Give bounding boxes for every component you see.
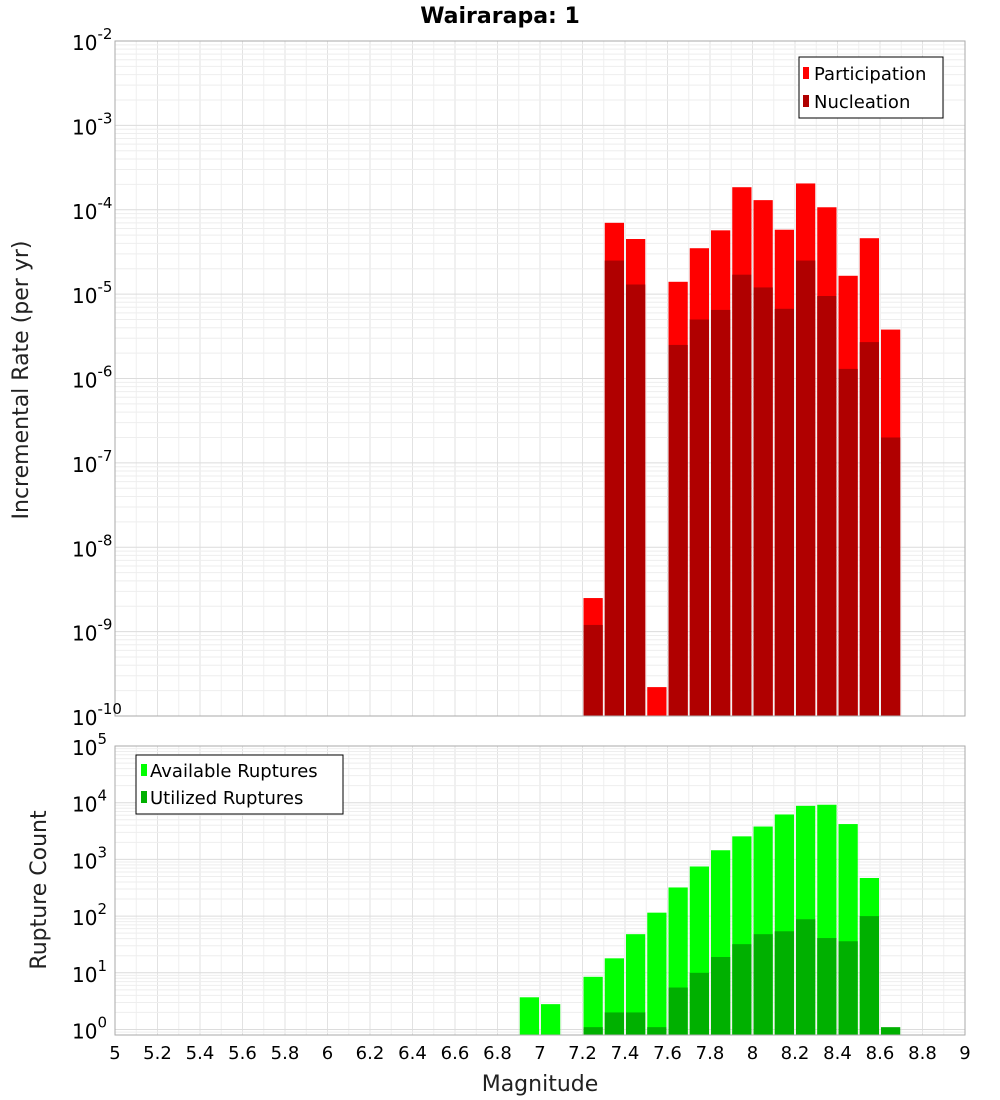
bar-utilized-ruptures [817, 938, 837, 1035]
bar-nucleation [689, 319, 709, 716]
x-tick-label: 6.4 [398, 1043, 427, 1064]
x-tick-label: 6 [322, 1043, 333, 1064]
top-y-tick-label: 10-4 [72, 194, 112, 224]
bar-nucleation [774, 308, 794, 716]
bottom-y-tick-label: 105 [72, 730, 107, 760]
bar-utilized-ruptures [626, 1012, 646, 1035]
bottom-legend: Available Ruptures Utilized Ruptures [135, 754, 344, 815]
bar-utilized-ruptures [604, 1012, 624, 1035]
bar-available-ruptures [583, 976, 603, 1035]
top-y-tick-label: 10-9 [72, 616, 112, 646]
x-tick-label: 5.8 [271, 1043, 300, 1064]
bar-nucleation [732, 274, 752, 716]
bar-available-ruptures [626, 934, 646, 1035]
top-bars [583, 183, 901, 717]
bottom-y-tick-label: 100 [72, 1014, 107, 1044]
x-tick-label: 6.6 [441, 1043, 470, 1064]
bottom-bars [519, 804, 901, 1035]
bar-available-ruptures [541, 1004, 561, 1035]
bar-utilized-ruptures [583, 1027, 603, 1035]
top-y-tick-label: 10-8 [72, 531, 112, 561]
bar-nucleation [583, 624, 603, 716]
bottom-y-tick-label: 102 [72, 900, 107, 930]
x-axis-title: Magnitude [482, 1072, 599, 1097]
top-y-tick-label: 10-2 [72, 25, 112, 55]
bar-nucleation [711, 309, 731, 716]
bottom-legend-box [135, 754, 344, 815]
bar-nucleation [753, 287, 773, 716]
bar-nucleation [817, 296, 837, 716]
bar-utilized-ruptures [647, 1027, 667, 1035]
top-legend-box [798, 56, 944, 119]
x-tick-label: 5.6 [228, 1043, 257, 1064]
bar-utilized-ruptures [881, 1027, 901, 1035]
x-tick-label: 8.8 [908, 1043, 937, 1064]
bar-utilized-ruptures [668, 987, 688, 1035]
x-tick-label: 6.2 [356, 1043, 385, 1064]
x-tick-label: 7.8 [696, 1043, 725, 1064]
legend-swatch-nucleation [803, 95, 809, 107]
bar-nucleation [626, 284, 646, 716]
top-y-tick-label: 10-10 [72, 700, 122, 730]
bar-utilized-ruptures [753, 934, 773, 1035]
top-y-tick-label: 10-7 [72, 447, 112, 477]
bar-nucleation [838, 368, 858, 716]
bar-nucleation [859, 342, 879, 716]
x-tick-label: 7.2 [568, 1043, 597, 1064]
bar-utilized-ruptures [774, 931, 794, 1035]
bar-utilized-ruptures [711, 956, 731, 1035]
bar-utilized-ruptures [732, 944, 752, 1035]
top-y-tick-label: 10-3 [72, 109, 112, 139]
bar-nucleation [668, 344, 688, 716]
bottom-panel: 100 101 102 103 104 105 5 5.2 5.4 5.6 5.8 6 6.2 6.4 6… [27, 730, 971, 1097]
bar-nucleation [604, 260, 624, 716]
bottom-y-tick-labels: 100 101 102 103 104 105 [72, 730, 107, 1044]
x-tick-label: 7.4 [611, 1043, 640, 1064]
legend-label-available: Available Ruptures [150, 761, 318, 782]
legend-swatch-utilized [141, 791, 147, 803]
bar-available-ruptures [647, 912, 667, 1035]
x-tick-label: 5.2 [143, 1043, 172, 1064]
top-gridlines [114, 40, 966, 717]
bar-utilized-ruptures [796, 919, 816, 1035]
x-tick-label: 7.6 [653, 1043, 682, 1064]
x-tick-label: 6.8 [483, 1043, 512, 1064]
top-y-tick-labels: 10-10 10-9 10-8 10-7 10-6 10-5 10-4 10-3 10-2 [72, 25, 122, 730]
x-tick-labels: 5 5.2 5.4 5.6 5.8 6 6.2 6.4 6.6 6.8 7 7.2 7.4 7.6 7.8 8… [109, 1043, 970, 1064]
bar-utilized-ruptures [838, 941, 858, 1035]
bar-utilized-ruptures [689, 972, 709, 1035]
top-y-tick-label: 10-5 [72, 278, 112, 308]
bottom-y-tick-label: 104 [72, 787, 107, 817]
bar-participation [647, 687, 667, 716]
legend-swatch-available [141, 764, 147, 776]
top-legend: Participation Nucleation [798, 56, 944, 119]
x-tick-label: 8 [747, 1043, 758, 1064]
bar-utilized-ruptures [859, 916, 879, 1035]
chart-title: Wairarapa: 1 [420, 4, 580, 29]
bar-available-ruptures [519, 997, 539, 1035]
x-tick-label: 8.4 [823, 1043, 852, 1064]
x-tick-label: 8.2 [781, 1043, 810, 1064]
legend-label-utilized: Utilized Ruptures [150, 788, 303, 809]
top-panel: 10-10 10-9 10-8 10-7 10-6 10-5 10-4 10-3 10-2 In… [9, 25, 966, 730]
bottom-y-tick-label: 101 [72, 957, 107, 987]
legend-label-nucleation: Nucleation [814, 92, 910, 113]
legend-label-participation: Participation [814, 64, 926, 85]
x-tick-label: 9 [959, 1043, 970, 1064]
bottom-y-tick-label: 103 [72, 843, 107, 873]
x-tick-label: 5 [109, 1043, 120, 1064]
legend-swatch-participation [803, 67, 809, 79]
top-plot-border [114, 40, 966, 717]
x-tick-label: 5.4 [186, 1043, 215, 1064]
top-y-tick-label: 10-6 [72, 363, 112, 393]
bar-nucleation [881, 437, 901, 716]
x-tick-label: 7 [534, 1043, 545, 1064]
bottom-y-axis-title: Rupture Count [27, 810, 52, 970]
x-tick-label: 8.6 [866, 1043, 895, 1064]
bar-nucleation [796, 260, 816, 716]
bottom-plot-border [114, 745, 966, 1036]
top-y-axis-title: Incremental Rate (per yr) [9, 241, 34, 520]
